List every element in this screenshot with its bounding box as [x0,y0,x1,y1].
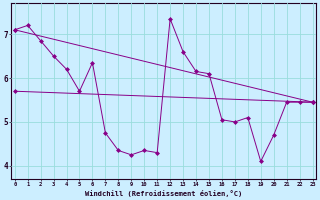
X-axis label: Windchill (Refroidissement éolien,°C): Windchill (Refroidissement éolien,°C) [85,190,242,197]
